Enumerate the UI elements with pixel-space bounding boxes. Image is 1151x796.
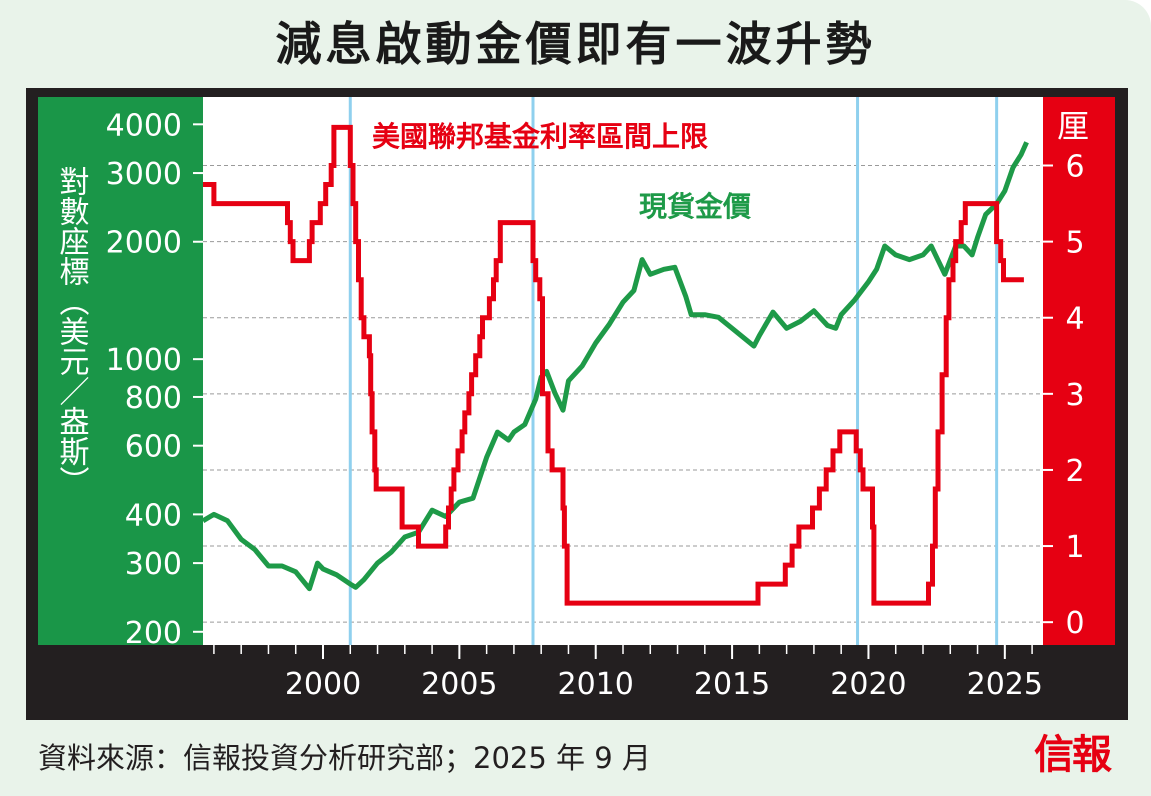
left-tick-label: 200 bbox=[125, 616, 182, 651]
right-axis-unit: 厘 bbox=[1057, 107, 1089, 145]
chart-title: 減息啟動金價即有一波升勢 bbox=[275, 17, 876, 71]
x-tick-label: 2020 bbox=[830, 667, 906, 702]
right-tick-label: 5 bbox=[1065, 226, 1084, 261]
left-axis-label: 對數座標（美元／盎斯） bbox=[54, 166, 90, 496]
source-footnote: 資料來源：信報投資分析研究部；2025 年 9 月 bbox=[38, 741, 651, 775]
gold-price-line bbox=[201, 141, 1029, 592]
fed-rate-line bbox=[203, 124, 1024, 606]
right-tick-label: 2 bbox=[1065, 454, 1084, 489]
left-tick-label: 4000 bbox=[106, 108, 182, 143]
gold-series-label: 現貨金價 bbox=[639, 190, 752, 223]
right-tick-label: 0 bbox=[1065, 606, 1084, 641]
right-tick-label: 4 bbox=[1065, 302, 1084, 337]
right-axis-panel bbox=[1043, 97, 1115, 645]
fed-rate-series-label: 美國聯邦基金利率區間上限 bbox=[372, 120, 708, 153]
hkej-logo: 信報 bbox=[1034, 731, 1112, 778]
left-tick-label: 1000 bbox=[106, 343, 182, 378]
left-tick-label: 2000 bbox=[106, 226, 182, 261]
left-tick-label: 3000 bbox=[106, 157, 182, 192]
x-tick-label: 2015 bbox=[694, 667, 770, 702]
x-tick-label: 2025 bbox=[967, 667, 1043, 702]
x-tick-label: 2000 bbox=[285, 667, 361, 702]
plot-area bbox=[203, 97, 1043, 645]
left-tick-label: 800 bbox=[125, 381, 182, 416]
right-tick-label: 3 bbox=[1065, 378, 1084, 413]
left-tick-label: 400 bbox=[125, 498, 182, 533]
left-axis-panel bbox=[38, 97, 203, 645]
x-tick-label: 2010 bbox=[558, 667, 634, 702]
left-tick-label: 600 bbox=[125, 430, 182, 465]
left-tick-label: 300 bbox=[125, 547, 182, 582]
x-tick-label: 2005 bbox=[421, 667, 497, 702]
right-tick-label: 6 bbox=[1065, 150, 1084, 185]
right-tick-label: 1 bbox=[1065, 530, 1084, 565]
